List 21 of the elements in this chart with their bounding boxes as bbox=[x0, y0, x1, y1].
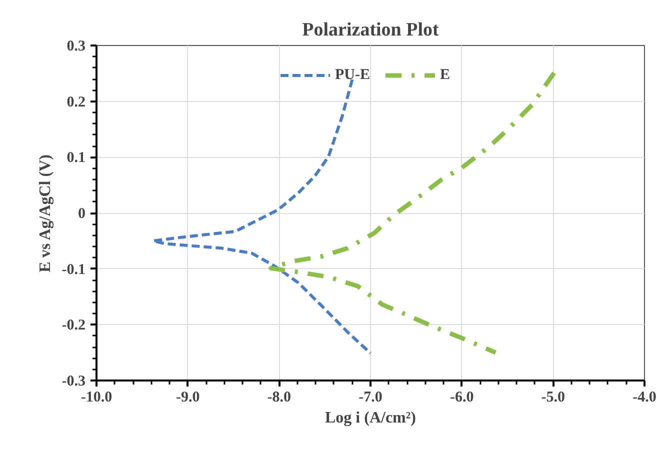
x-tick-label: -7.0 bbox=[358, 390, 382, 406]
x-tick-label: -8.0 bbox=[267, 390, 292, 406]
legend-label: PU-E bbox=[335, 66, 370, 84]
y-tick-label: -0.2 bbox=[62, 318, 86, 334]
x-tick-label: -5.0 bbox=[541, 390, 566, 406]
y-tick-label: 0 bbox=[78, 206, 86, 222]
x-tick-label: -10.0 bbox=[80, 390, 112, 406]
line-series bbox=[268, 70, 556, 355]
y-tick-label: 0.1 bbox=[66, 150, 86, 166]
legend-label: E bbox=[440, 66, 452, 84]
y-tick-label: -0.1 bbox=[62, 262, 86, 278]
x-axis-title: Log i (A/cm²) bbox=[325, 410, 416, 426]
y-tick-label: 0.2 bbox=[66, 94, 86, 110]
x-tick-label: -4.0 bbox=[632, 390, 656, 406]
line-series bbox=[152, 78, 372, 355]
x-tick-label: -9.0 bbox=[176, 390, 200, 406]
x-tick-label: -6.0 bbox=[450, 390, 474, 406]
y-tick-label: 0.3 bbox=[66, 38, 86, 54]
y-tick-label: -0.3 bbox=[62, 374, 86, 390]
y-axis-title: E vs Ag/AgCl (V) bbox=[36, 154, 54, 272]
chart-title: Polarization Plot bbox=[302, 20, 440, 40]
